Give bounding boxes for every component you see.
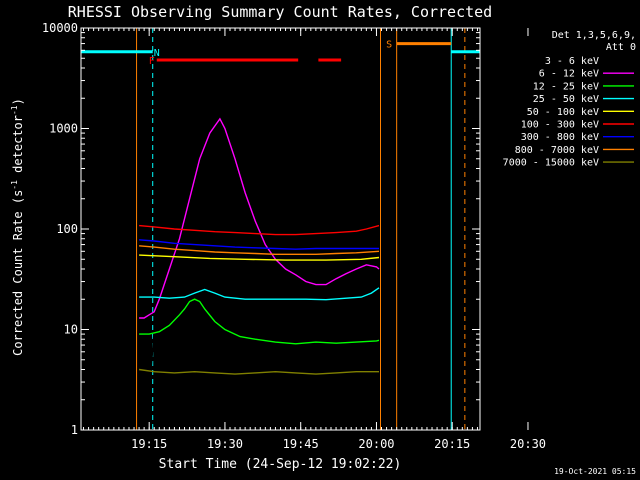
legend-label: 300 - 800 keV [521,132,599,143]
x-tick-label: 19:15 [131,437,167,451]
legend: Det 1,3,5,6,9,Att 0 3 - 6 keV 6 - 12 keV12… [503,30,636,169]
x-tick-label: 20:30 [510,437,546,451]
flag-label-n: N [154,48,160,59]
y-tick-label: 100 [56,222,78,236]
y-axis-label-part: ) [11,98,25,105]
series-line [139,245,380,256]
y-axis-label-part: detector [11,115,25,180]
series-line [139,298,380,345]
flag-label-s: S [386,40,392,51]
x-tick-label: 20:00 [358,437,394,451]
series-line [139,287,380,301]
legend-label: 6 - 12 keV [539,69,599,80]
series-line [139,117,380,319]
y-tick-label: 10000 [42,21,78,35]
legend-label: 3 - 6 keV [545,56,599,67]
y-axis-label-sup: -1 [10,180,19,190]
legend-label: 12 - 25 keV [533,81,599,92]
x-tick-label: 19:45 [283,437,319,451]
y-axis-label-sup: -1 [10,105,19,115]
legend-header: Det 1,3,5,6,9, [552,30,636,41]
y-axis-label-part: Corrected Count Rate (s [11,190,25,356]
y-axis-label: Corrected Count Rate (s-1 detector-1) [10,98,25,356]
plot-area: NF S [81,28,480,430]
flag-label-f: F [149,56,155,67]
footer-timestamp: 19-Oct-2021 05:15 [554,467,636,476]
legend-label: 7000 - 15000 keV [503,158,599,169]
chart-title: RHESSI Observing Summary Count Rates, Co… [68,3,492,21]
series-line [138,368,379,375]
legend-label: 50 - 100 keV [527,107,599,118]
y-tick-label: 1 [71,423,78,437]
legend-label: 800 - 7000 keV [515,145,599,156]
y-tick-label: 1000 [49,122,78,136]
y-tick-label: 10 [64,323,78,337]
series-line [139,224,380,236]
x-tick-label: 19:30 [207,437,243,451]
series-line [139,254,380,261]
series-line [139,239,379,250]
axes: 1 10 100 1000 10000 19:15 19:30 19:45 20:00 20:15… [42,21,546,451]
x-tick-label: 20:15 [434,437,470,451]
x-axis-label: Start Time (24-Sep-12 19:02:22) [159,457,402,472]
legend-header: Att 0 [606,42,636,53]
legend-label: 25 - 50 keV [533,94,599,105]
legend-label: 100 - 300 keV [521,120,599,131]
